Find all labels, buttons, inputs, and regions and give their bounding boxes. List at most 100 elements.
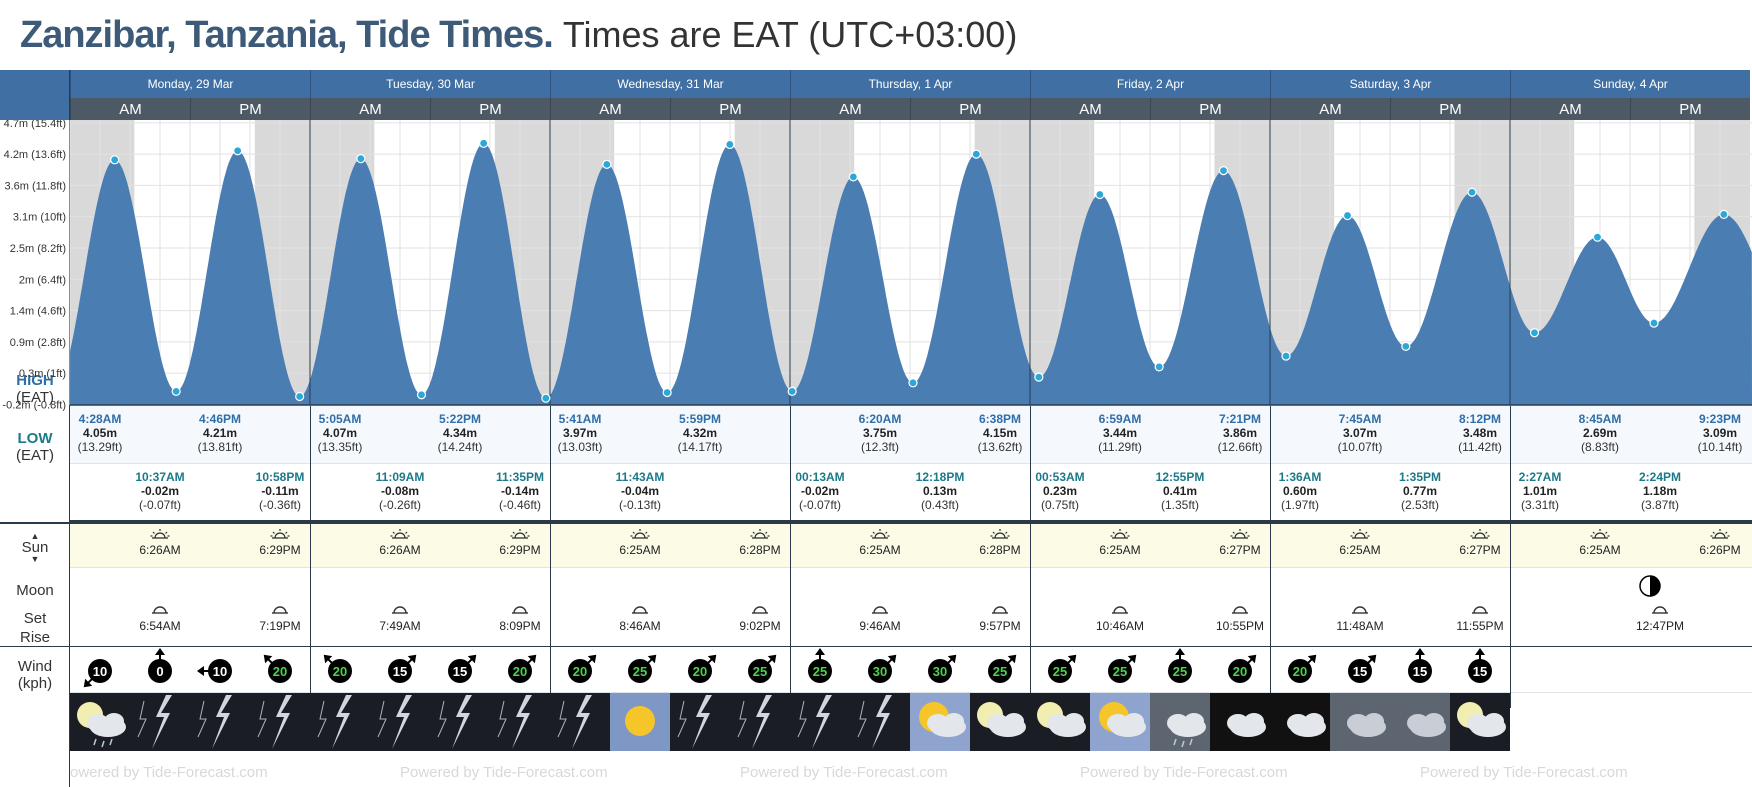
low-tide-point [1034,372,1044,382]
tide-height-ft: (-0.26ft) [378,498,421,512]
tide-height-ft: (3.31ft) [1520,498,1559,512]
low-row-label: LOW (EAT) [0,430,70,464]
sunset-cell: 6:29PM [250,527,310,557]
wind-speed: 10 [88,659,112,683]
low-tide-point [787,386,797,396]
moonset-time: 8:46AM [619,619,661,633]
tide-height-ft: (2.53ft) [1400,498,1439,512]
tide-time: 2:24PM [1638,470,1682,484]
moonset-time: 9:46AM [859,619,901,633]
y-tick-label: 2.5m (8.2ft) [10,243,66,255]
tide-height-m: 4.07m [322,426,358,440]
sunrise-icon [1590,529,1610,539]
tide-height-ft: (-0.07ft) [798,498,841,512]
moonset-time: 8:09PM [499,619,541,633]
wind-cell: 20 [1210,647,1270,693]
wind-cell: 20 [250,647,310,693]
moon-cloud-icon [1450,693,1510,751]
wind-speed: 15 [1348,659,1372,683]
sunset-cell: 6:26PM [1690,527,1750,557]
tide-height-m: 3.75m [862,426,898,440]
high-tide-cell: 7:45AM 3.07m (10.07ft) [1330,412,1390,454]
cloud-rain-icon [1150,693,1210,751]
moon-row-label: Moon [0,582,70,599]
tide-time: 5:59PM [678,412,722,426]
lightning-icon [730,693,790,751]
sunrise-icon [1110,529,1130,539]
lightning-icon [490,693,550,751]
pm-header: PM [1150,98,1270,120]
low-tide-cell: 1:35PM 0.77m (2.53ft) [1390,470,1450,512]
sun-icon [610,693,670,751]
wind-cell: 20 [310,647,370,693]
lightning-icon [370,693,430,751]
high-tide-point [110,155,120,165]
pm-header: PM [670,98,790,120]
sun-cloud-icon [1090,693,1150,751]
low-tide-point [171,386,181,396]
timezone-note: Times are EAT (UTC+03:00) [562,14,1018,55]
moonset-icon [1352,606,1368,614]
moonset-cell: 9:02PM [730,603,790,633]
wind-cell: 15 [370,647,430,693]
tide-height-ft: (10.07ft) [1337,440,1383,454]
footer-row: Powered by Tide-Forecast.com Powered by T… [70,758,1752,787]
row-labels-column: HIGH (EAT) LOW (EAT) ▲ Sun ▼ Moon Set Ri… [0,70,70,787]
sunset-cell: 6:27PM [1210,527,1270,557]
tide-time: 8:45AM [1578,412,1622,426]
moonset-icon [272,606,288,614]
moon-cloud-icon [970,693,1030,751]
sun-time: 6:27PM [1459,543,1501,557]
sunset-icon [750,529,770,539]
day-header: Friday, 2 Apr [1030,70,1270,98]
tide-height-m: 3.09m [1702,426,1738,440]
wind-speed: 15 [448,659,472,683]
rise-label: Rise [19,629,50,646]
wind-speed: 30 [868,659,892,683]
sun-time: 6:29PM [259,543,301,557]
sunrise-cell: 6:26AM [370,527,430,557]
wind-speed: 25 [988,659,1012,683]
wind-cell: 25 [1150,647,1210,693]
tide-height-m: 3.97m [562,426,598,440]
moon-cloud-icon [1450,693,1510,751]
lightning-icon [550,693,610,751]
day-header: Saturday, 3 Apr [1270,70,1510,98]
high-tide-point [479,138,489,148]
high-tide-point [233,146,243,156]
tide-height-ft: (11.29ft) [1098,440,1142,454]
moonset-cell: 8:46AM [610,603,670,633]
sun-time: 6:27PM [1219,543,1261,557]
tide-time: 12:18PM [915,470,965,484]
moonset-icon [152,606,168,614]
wind-speed: 25 [1108,659,1132,683]
wind-cell: 10 [190,647,250,693]
sun-time: 6:25AM [1579,543,1621,557]
wind-speed: 25 [748,659,772,683]
moonset-cell: 6:54AM [130,603,190,633]
tide-height-ft: (-0.07ft) [138,498,181,512]
sun-time: 6:29PM [499,543,541,557]
tide-height-ft: (13.29ft) [77,440,123,454]
tide-height-m: 4.34m [442,426,478,440]
moonset-icon [872,606,888,614]
lightning-icon [850,693,910,751]
low-tide-point [1281,351,1291,361]
tide-time: 1:35PM [1398,470,1442,484]
sun-row [70,523,1752,568]
tide-height-ft: (3.87ft) [1640,498,1679,512]
tide-height-m: -0.02m [140,484,180,498]
tide-height-m: 3.48m [1462,426,1498,440]
sunrise-cell: 6:25AM [1570,527,1630,557]
lightning-icon [130,693,190,751]
high-tide-point [1095,189,1105,200]
sunrise-cell: 6:25AM [1090,527,1150,557]
tide-area [70,143,1752,406]
sun-time: 6:26AM [139,543,181,557]
moonset-cell: 7:19PM [250,603,310,633]
wind-speed: 0 [148,659,172,683]
tide-time: 1:36AM [1278,470,1322,484]
sunrise-cell: 6:26AM [130,527,190,557]
cloud-icon [1210,693,1270,751]
sunrise-cell: 6:25AM [610,527,670,557]
